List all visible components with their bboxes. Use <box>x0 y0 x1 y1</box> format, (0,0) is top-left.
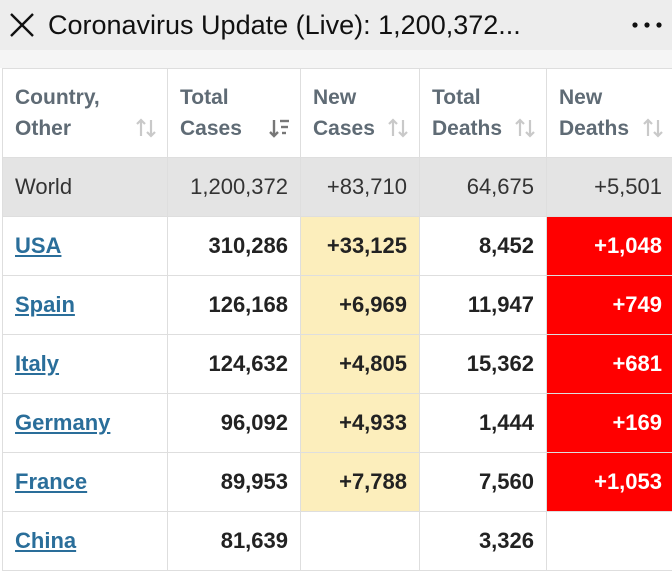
table-row: Italy 124,632 +4,805 15,362 +681 <box>2 334 672 394</box>
table-row: USA 310,286 +33,125 8,452 +1,048 <box>2 216 672 276</box>
total-deaths-cell: 64,675 <box>419 157 547 217</box>
table-row: China 81,639 3,326 <box>2 511 672 571</box>
header-total-cases[interactable]: Total Cases <box>167 68 301 158</box>
total-cases-cell: 89,953 <box>167 452 301 512</box>
total-deaths-cell: 8,452 <box>419 216 547 276</box>
total-deaths-cell: 15,362 <box>419 334 547 394</box>
header-spacer <box>0 50 672 68</box>
country-link[interactable]: China <box>15 528 77 553</box>
total-cases-cell: 126,168 <box>167 275 301 335</box>
world-total-row: World 1,200,372 +83,710 64,675 +5,501 <box>2 157 672 217</box>
total-cases-cell: 1,200,372 <box>167 157 301 217</box>
table-header-row: Country, Other Total Cases <box>2 68 672 158</box>
total-cases-cell: 124,632 <box>167 334 301 394</box>
stats-table: Country, Other Total Cases <box>2 68 672 571</box>
country-link[interactable]: Germany <box>15 410 111 435</box>
header-country[interactable]: Country, Other <box>2 68 168 158</box>
total-cases-cell: 81,639 <box>167 511 301 571</box>
total-cases-cell: 96,092 <box>167 393 301 453</box>
page-title: Coronavirus Update (Live): 1,200,372... <box>48 9 521 40</box>
table-row: Spain 126,168 +6,969 11,947 +749 <box>2 275 672 335</box>
new-deaths-cell: +1,048 <box>546 216 672 276</box>
sort-icon <box>515 118 535 138</box>
country-link[interactable]: Italy <box>15 351 60 376</box>
table-row: France 89,953 +7,788 7,560 +1,053 <box>2 452 672 512</box>
new-deaths-cell: +1,053 <box>546 452 672 512</box>
header-label: Total Deaths <box>432 86 503 140</box>
more-button[interactable] <box>622 0 672 50</box>
new-cases-cell: +4,933 <box>300 393 420 453</box>
total-deaths-cell: 7,560 <box>419 452 547 512</box>
new-cases-cell: +6,969 <box>300 275 420 335</box>
header-label: Total Cases <box>180 86 242 140</box>
header-label: Country, Other <box>15 86 100 140</box>
total-deaths-cell: 3,326 <box>419 511 547 571</box>
country-link[interactable]: USA <box>15 233 62 258</box>
more-dots-icon <box>632 22 662 28</box>
new-cases-cell: +7,788 <box>300 452 420 512</box>
new-deaths-cell: +5,501 <box>546 157 672 217</box>
new-deaths-cell: +169 <box>546 393 672 453</box>
country-cell: France <box>2 452 168 512</box>
new-deaths-cell <box>546 511 672 571</box>
sort-icon <box>136 118 156 138</box>
country-cell: Italy <box>2 334 168 394</box>
header-total-deaths[interactable]: Total Deaths <box>419 68 547 158</box>
header-new-deaths[interactable]: New Deaths <box>546 68 672 158</box>
world-label: World <box>2 157 168 217</box>
country-cell: USA <box>2 216 168 276</box>
table-row: Germany 96,092 +4,933 1,444 +169 <box>2 393 672 453</box>
country-cell: Spain <box>2 275 168 335</box>
sort-icon <box>388 118 408 138</box>
new-cases-cell: +83,710 <box>300 157 420 217</box>
sort-desc-icon <box>269 119 289 138</box>
total-deaths-cell: 1,444 <box>419 393 547 453</box>
header-label: New Deaths <box>559 86 630 140</box>
new-deaths-cell: +749 <box>546 275 672 335</box>
top-bar: Coronavirus Update (Live): 1,200,372... <box>0 0 672 50</box>
new-cases-cell: +33,125 <box>300 216 420 276</box>
new-deaths-cell: +681 <box>546 334 672 394</box>
header-new-cases[interactable]: New Cases <box>300 68 420 158</box>
header-label: New Cases <box>313 86 375 140</box>
country-cell: China <box>2 511 168 571</box>
country-cell: Germany <box>2 393 168 453</box>
close-button[interactable] <box>0 0 44 50</box>
country-link[interactable]: Spain <box>15 292 75 317</box>
sort-icon <box>643 118 663 138</box>
total-deaths-cell: 11,947 <box>419 275 547 335</box>
new-cases-cell <box>300 511 420 571</box>
new-cases-cell: +4,805 <box>300 334 420 394</box>
country-link[interactable]: France <box>15 469 88 494</box>
total-cases-cell: 310,286 <box>167 216 301 276</box>
close-icon <box>10 13 34 37</box>
